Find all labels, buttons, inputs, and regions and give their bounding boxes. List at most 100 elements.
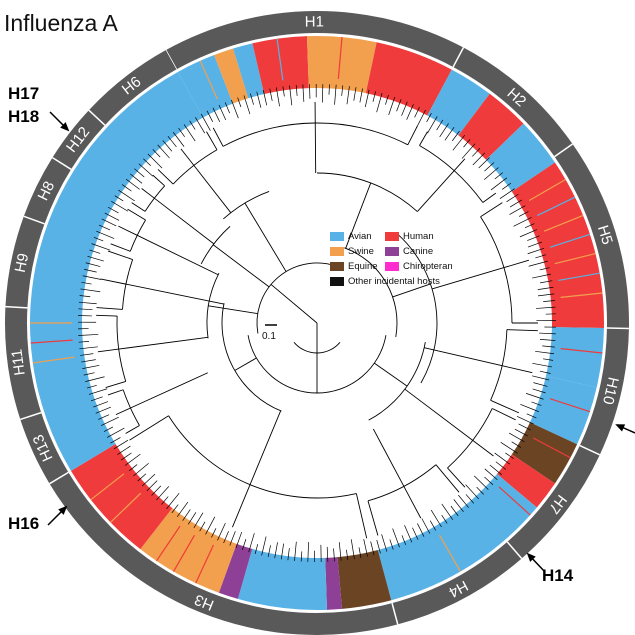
ring-sector-h10 [579,328,629,455]
tip-branch [243,95,251,115]
host-segment-canine [325,557,343,610]
tip-branch [199,521,206,532]
clade-branch [110,243,131,252]
tip-branch [531,401,542,406]
tip-branch [372,91,376,102]
tip-branch [104,212,120,221]
host-segment-human [497,454,555,508]
tip-branch [526,393,544,400]
ring-sector-h6 [88,50,177,126]
h16-label: H16 [8,514,40,533]
tip-branch [376,92,383,113]
tip-branch [516,415,534,425]
backbone-arc [368,342,426,421]
subtype-label-h10: H10 [599,375,622,406]
tip-branch [535,350,555,355]
tip-branch [537,286,554,290]
tip-branch [280,543,284,560]
backbone-branch [208,305,258,315]
tip-branch [274,542,278,559]
tip-branch [353,87,357,101]
backbone-branch [374,362,408,387]
tip-branch [100,416,119,426]
tip-branch [414,106,420,118]
tip-branch [187,512,197,525]
tip-branch [519,229,538,238]
tip-branch [152,149,161,158]
tip-branch [90,396,103,402]
tip-branch [78,301,97,305]
backbone-arc [221,303,282,412]
clade-branch [480,202,503,218]
tip-branch [535,254,547,259]
tip-branch [84,268,97,273]
h14-arrow-head [526,552,536,562]
legend-label-swine: Swine [348,246,374,257]
tip-branch [249,93,254,105]
tip-branch [151,485,162,496]
ring-sector-h9 [5,216,45,308]
tip-branch [111,201,129,212]
tip-branch [346,549,349,561]
tip-branch [472,147,481,157]
backbone-branch [244,202,287,272]
tip-branch [527,235,540,241]
tip-branch [494,172,503,180]
tip-branch [143,158,151,167]
tip-branch [539,370,551,374]
tip-branch [85,262,101,267]
host-accent-swine [90,473,125,501]
tip-branch [206,110,214,122]
legend-swatch-swine [330,247,344,256]
tip-branch [542,345,555,348]
host-accent-avian [536,196,576,217]
stem-branch [417,170,455,212]
legend-item-equine: Equine [330,261,378,272]
tip-branch [217,522,226,541]
tip-branch [91,243,111,251]
tip-branch [412,527,419,540]
tip-branch [358,547,362,558]
host-segment-swine [214,48,249,104]
host-accent-avian [276,38,284,81]
tip-branch [176,501,189,518]
ring-divider [52,157,72,170]
tip-branch [107,206,119,214]
tip-branch [499,188,515,199]
ring-divider [88,109,106,126]
legend-label-equine: Equine [348,261,378,272]
stem-branch [404,388,474,441]
legend-item-human: Human [385,231,434,242]
clade-branch [503,259,530,269]
tip-branch [429,520,437,531]
tip-branch [166,492,180,509]
tip-branch [294,541,297,561]
clade-branch [96,314,118,317]
stem-branch [193,165,232,213]
host-accent-swine [110,492,142,523]
tip-branch [81,359,96,363]
ring-divider [23,215,45,225]
host-segment-human [365,42,452,116]
tip-branch [212,107,221,123]
clade-branch [407,125,418,146]
right-edge-arrow-head [615,424,626,432]
tip-branch [114,195,124,202]
tip-branch [484,468,498,481]
tip-branch [451,130,460,142]
ring-sector-h1 [165,10,464,70]
tip-branch [484,162,495,172]
tip-branch [472,152,486,166]
stem-branch [130,372,208,409]
ring-sector-h7 [507,445,600,559]
ring-sector-h2 [453,47,573,157]
tip-branch [350,539,355,560]
tip-branch [162,140,173,152]
ring-divider [506,541,523,559]
backbone-arc [256,262,338,334]
tip-branch [376,539,381,554]
tip-branch [381,534,388,552]
tip-branch [289,85,293,106]
tip-branch [178,127,185,137]
ring-sector-h12 [52,110,105,170]
